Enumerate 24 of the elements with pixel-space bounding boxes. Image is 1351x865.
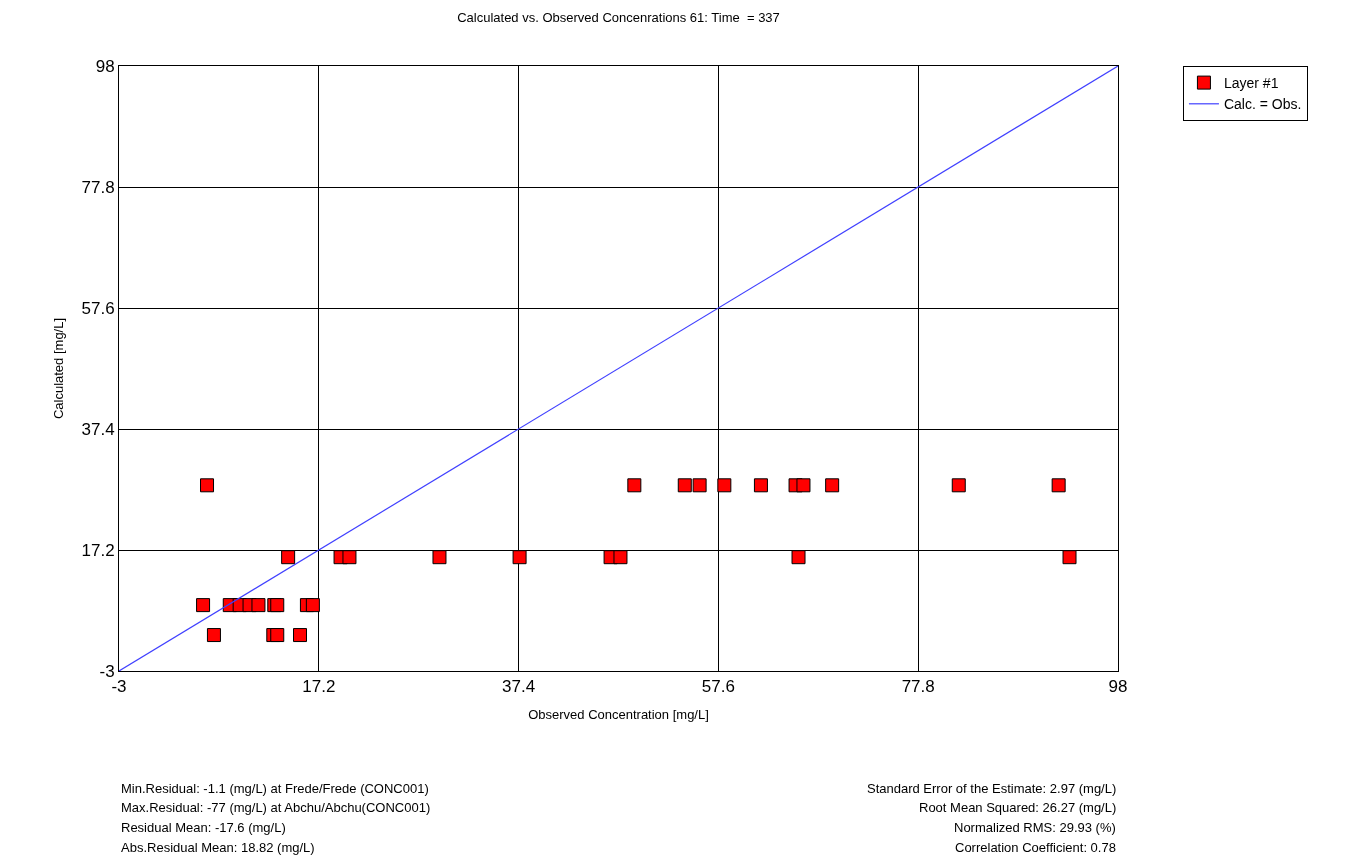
chart-title: Calculated vs. Observed Concenrations 61: Time = 337 xyxy=(457,10,780,26)
legend-label: Layer #1 xyxy=(1223,75,1279,92)
x-axis-title: Observed Concentration [mg/L] xyxy=(528,707,709,722)
y-tick-label: 98 xyxy=(95,56,115,76)
text: Root Mean Squared: 26.27 (mg/L) xyxy=(919,800,1117,815)
x-tick-label: 17.2 xyxy=(302,677,336,697)
x-tick-label: 77.8 xyxy=(901,677,935,697)
text: Abs.Residual Mean: 18.82 (mg/L) xyxy=(121,840,315,855)
legend-label: Calc. = Obs. xyxy=(1223,96,1302,113)
x-tick-label: 37.4 xyxy=(502,677,536,697)
y-tick-label: -3 xyxy=(99,661,115,681)
y-axis-title: Calculated [mg/L] xyxy=(51,317,67,420)
text: Standard Error of the Estimate: 2.97 (mg/L) xyxy=(867,781,1117,796)
text: Correlation Coefficient: 0.78 xyxy=(955,840,1116,855)
text: Min.Residual: -1.1 (mg/L) at Frede/Frede (CONC001) xyxy=(121,781,429,796)
text: Normalized RMS: 29.93 (%) xyxy=(954,820,1116,835)
y-tick-label: 37.4 xyxy=(81,419,115,439)
x-tick-label: 98 xyxy=(1108,677,1128,697)
y-tick-label: 17.2 xyxy=(81,540,115,560)
text: Max.Residual: -77 (mg/L) at Abchu/Abchu(CONC001) xyxy=(121,800,431,815)
x-tick-label: 57.6 xyxy=(701,677,735,697)
text: Residual Mean: -17.6 (mg/L) xyxy=(121,820,286,835)
y-tick-label: 77.8 xyxy=(81,177,115,197)
y-tick-label: 57.6 xyxy=(81,298,115,318)
